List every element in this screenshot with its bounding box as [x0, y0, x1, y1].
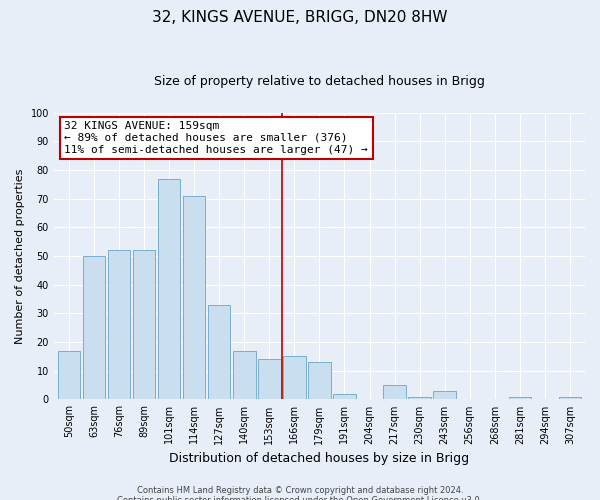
X-axis label: Distribution of detached houses by size in Brigg: Distribution of detached houses by size … — [169, 452, 469, 465]
Bar — [383, 385, 406, 400]
Text: 32, KINGS AVENUE, BRIGG, DN20 8HW: 32, KINGS AVENUE, BRIGG, DN20 8HW — [152, 10, 448, 25]
Text: Contains public sector information licensed under the Open Government Licence v3: Contains public sector information licen… — [118, 496, 482, 500]
Bar — [409, 396, 431, 400]
Text: 32 KINGS AVENUE: 159sqm
← 89% of detached houses are smaller (376)
11% of semi-d: 32 KINGS AVENUE: 159sqm ← 89% of detache… — [64, 122, 368, 154]
Bar — [258, 360, 281, 400]
Bar — [333, 394, 356, 400]
Bar — [58, 350, 80, 400]
Bar — [107, 250, 130, 400]
Bar — [509, 396, 531, 400]
Y-axis label: Number of detached properties: Number of detached properties — [15, 168, 25, 344]
Bar — [433, 391, 456, 400]
Bar — [308, 362, 331, 400]
Bar — [133, 250, 155, 400]
Text: Contains HM Land Registry data © Crown copyright and database right 2024.: Contains HM Land Registry data © Crown c… — [137, 486, 463, 495]
Bar — [83, 256, 105, 400]
Bar — [158, 178, 181, 400]
Bar — [183, 196, 205, 400]
Title: Size of property relative to detached houses in Brigg: Size of property relative to detached ho… — [154, 75, 485, 88]
Bar — [283, 356, 305, 400]
Bar — [559, 396, 581, 400]
Bar — [208, 305, 230, 400]
Bar — [233, 350, 256, 400]
